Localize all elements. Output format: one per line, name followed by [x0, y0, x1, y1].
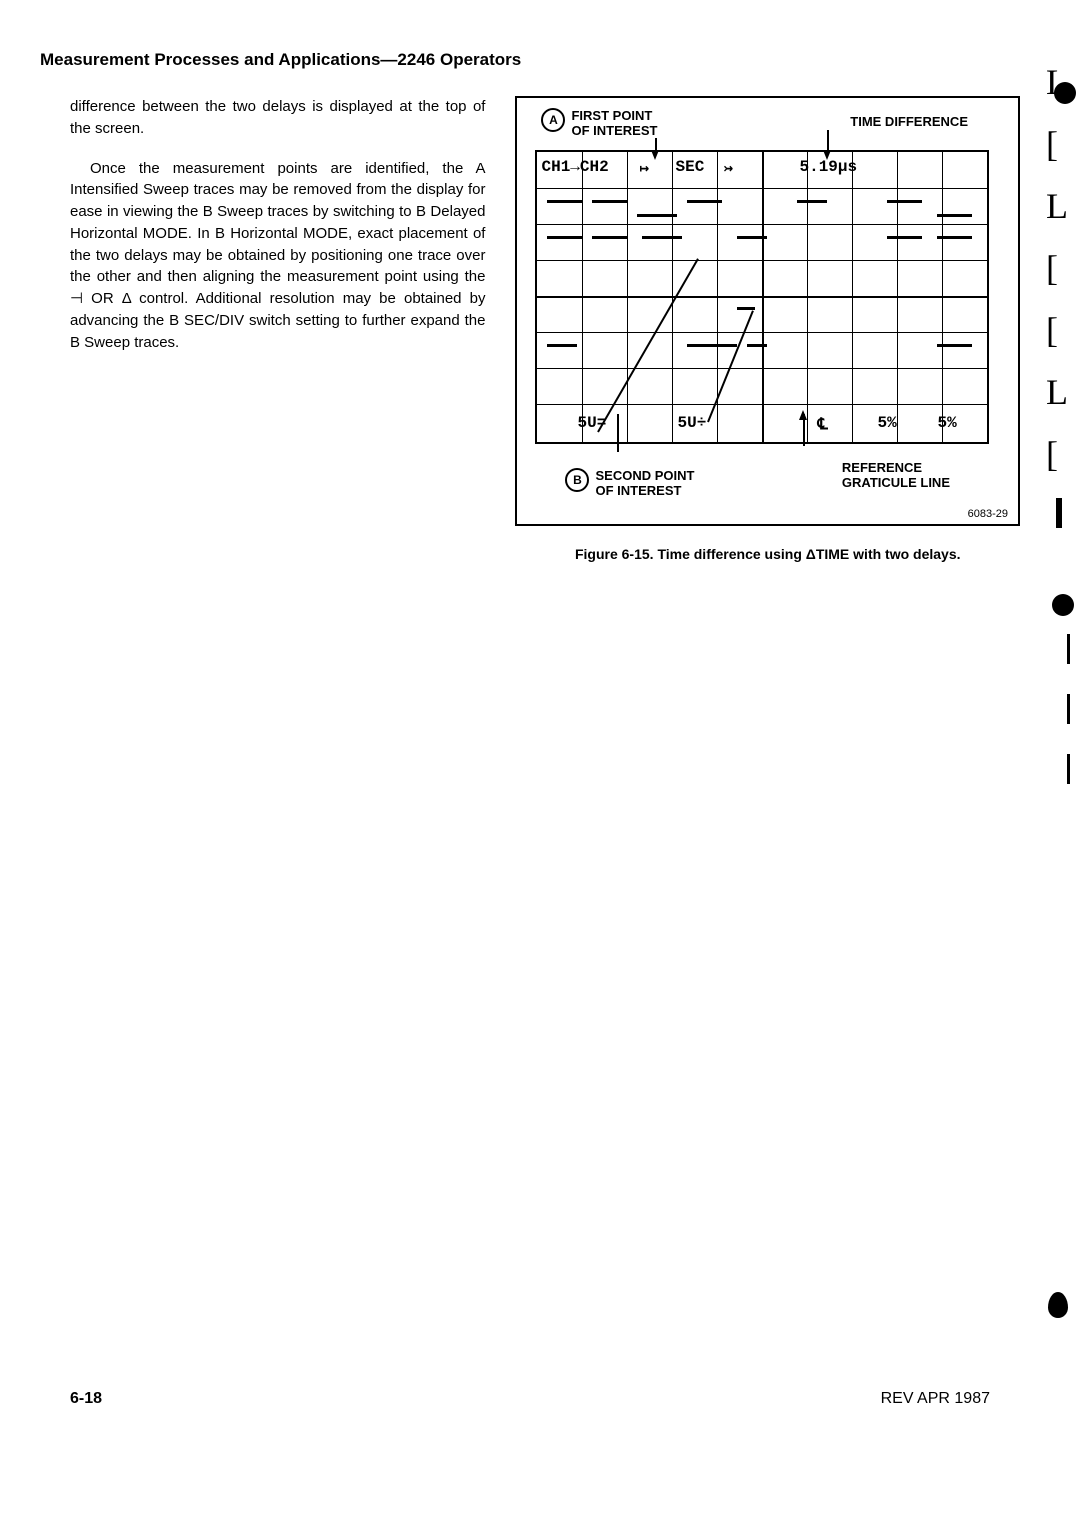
edge-line-3 — [1067, 754, 1070, 784]
edge-line-1 — [1067, 634, 1070, 664]
label-a-line1: FIRST POINT — [571, 108, 652, 123]
scope-bot-0: 5U= — [577, 414, 606, 432]
edge-bracket-5: [ — [1046, 312, 1074, 348]
scope-sec-text: SEC — [675, 158, 704, 176]
edge-bracket-4: [ — [1046, 250, 1074, 286]
text-column: difference between the two delays is dis… — [70, 96, 485, 562]
scan-edge-artifacts: L [ L [ [ L [ — [1046, 74, 1074, 554]
scope-ch-text: CH1→CH2 — [541, 158, 608, 176]
paragraph-2: Once the measurement points are identifi… — [70, 158, 485, 354]
label-a-text: FIRST POINT OF INTEREST — [571, 108, 657, 138]
edge-dot-1 — [1054, 82, 1076, 104]
diagonal-edge-2 — [708, 310, 755, 422]
figure-id: 6083-29 — [968, 508, 1008, 520]
label-b-circle: B — [565, 468, 589, 492]
label-b-line1: SECOND POINT — [595, 468, 694, 483]
label-a-circle: A — [541, 108, 565, 132]
scope-arrow-2: ↣ — [723, 158, 733, 178]
scope-time-value: 5.19μs — [799, 158, 857, 176]
label-b-text: SECOND POINT OF INTEREST — [595, 468, 694, 498]
arrow-ref-up — [799, 410, 807, 420]
ref-line2: GRATICULE LINE — [842, 475, 950, 490]
lead-line-time — [827, 130, 829, 152]
scope-bot-1: 5U÷ — [677, 414, 706, 432]
scope-bot-2: ℄ — [817, 414, 827, 434]
edge-bracket-3: L — [1046, 188, 1074, 224]
figure-box: A FIRST POINT OF INTEREST TIME DIFFERENC… — [515, 96, 1020, 526]
figure-bottom-labels: B SECOND POINT OF INTEREST REFERENCE GRA… — [535, 468, 1000, 518]
edge-dot-2 — [1052, 594, 1074, 616]
lead-line-b — [617, 414, 619, 452]
page: Measurement Processes and Applications—2… — [0, 0, 1080, 1528]
figure-caption: Figure 6-15. Time difference using ΔTIME… — [515, 546, 1020, 562]
ref-line1: REFERENCE — [842, 460, 922, 475]
edge-bracket-7: [ — [1046, 436, 1074, 472]
scope-bot-3: 5% — [877, 414, 896, 432]
time-diff-label: TIME DIFFERENCE — [850, 114, 968, 129]
revision-date: REV APR 1987 — [881, 1390, 990, 1408]
oscilloscope-display: CH1→CH2 ↦ SEC ↣ 5.19μs — [535, 150, 989, 444]
figure-column: A FIRST POINT OF INTEREST TIME DIFFERENC… — [515, 96, 1020, 562]
edge-bracket-6: L — [1046, 374, 1074, 410]
edge-line-2 — [1067, 694, 1070, 724]
scope-bot-4: 5% — [937, 414, 956, 432]
edge-bracket-2: [ — [1046, 126, 1074, 162]
diagonal-edge-1 — [598, 258, 700, 432]
edge-dot-3 — [1048, 1292, 1068, 1318]
reference-label: REFERENCE GRATICULE LINE — [842, 460, 950, 490]
paragraph-1: difference between the two delays is dis… — [70, 96, 485, 140]
page-footer: 6-18 REV APR 1987 — [70, 1390, 990, 1408]
content-row: difference between the two delays is dis… — [70, 96, 1020, 562]
figure-top-labels: A FIRST POINT OF INTEREST TIME DIFFERENC… — [541, 108, 998, 138]
scope-arrow-1: ↦ — [639, 158, 649, 178]
label-b-line2: OF INTEREST — [595, 483, 681, 498]
edge-bar — [1056, 498, 1062, 528]
page-header: Measurement Processes and Applications—2… — [40, 50, 1020, 70]
page-number: 6-18 — [70, 1390, 102, 1408]
label-a-line2: OF INTEREST — [571, 123, 657, 138]
